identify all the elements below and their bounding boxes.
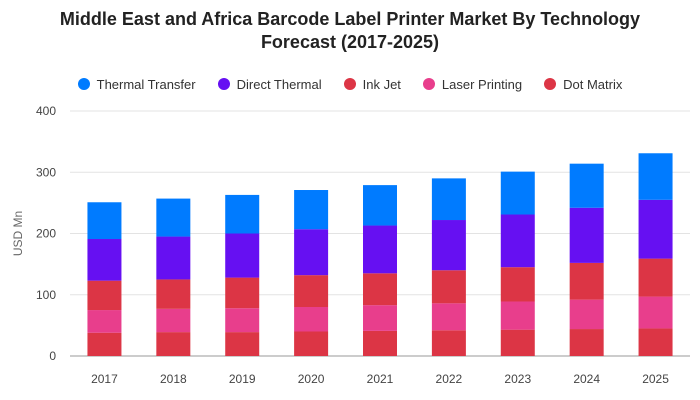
bar-segment bbox=[87, 332, 122, 356]
bar-segment bbox=[431, 220, 466, 271]
bar-segment bbox=[363, 305, 397, 331]
bar-segment bbox=[225, 308, 260, 333]
bar-segment bbox=[156, 236, 191, 280]
bar-segment bbox=[87, 202, 122, 240]
bar-segment bbox=[294, 229, 329, 276]
y-tick-label: 0 bbox=[49, 349, 56, 363]
bar-segment bbox=[431, 303, 466, 331]
x-tick-label: 2023 bbox=[504, 372, 531, 386]
bar-segment bbox=[363, 330, 397, 356]
x-tick-label: 2017 bbox=[91, 372, 118, 386]
legend-swatch-icon bbox=[77, 78, 90, 90]
bar-segment bbox=[638, 199, 673, 259]
bar-segment bbox=[638, 296, 673, 329]
bar-segment bbox=[294, 190, 329, 230]
legend-item: Laser Printing bbox=[422, 74, 523, 94]
bar-segment bbox=[156, 279, 191, 309]
chart-title-line-1: Middle East and Africa Barcode Label Pri… bbox=[59, 9, 641, 29]
x-tick-label: 2021 bbox=[367, 372, 394, 386]
x-tick-label: 2025 bbox=[642, 372, 669, 386]
bar-segment bbox=[87, 239, 122, 281]
x-tick-label: 2024 bbox=[573, 372, 600, 386]
chart-legend: Thermal Transfer Direct Thermal Ink Jet Las… bbox=[0, 74, 700, 94]
bar-segment bbox=[431, 330, 466, 356]
bar-segment bbox=[569, 163, 604, 208]
bar-segment bbox=[500, 329, 535, 356]
bar-segment bbox=[87, 310, 122, 333]
bar-segment bbox=[638, 258, 673, 297]
bar-segment bbox=[500, 171, 535, 215]
legend-swatch-icon bbox=[343, 78, 356, 90]
x-tick-label: 2020 bbox=[298, 372, 325, 386]
bar-segment bbox=[500, 214, 535, 268]
legend-swatch-icon bbox=[422, 78, 435, 90]
legend-item: Direct Thermal bbox=[217, 74, 322, 94]
y-tick-label: 200 bbox=[36, 227, 56, 241]
legend-item: Ink Jet bbox=[343, 74, 401, 94]
bar-segment bbox=[638, 153, 673, 200]
x-tick-label: 2022 bbox=[436, 372, 463, 386]
bar-segment bbox=[638, 328, 673, 356]
bar-segment bbox=[156, 198, 191, 237]
x-tick-label: 2018 bbox=[160, 372, 187, 386]
bar-segment bbox=[569, 262, 604, 300]
bar-segment bbox=[363, 273, 397, 306]
legend-label: Thermal Transfer bbox=[96, 76, 196, 92]
bar-segment bbox=[225, 277, 260, 309]
bar-segment bbox=[156, 308, 191, 333]
legend-label: Direct Thermal bbox=[236, 76, 322, 92]
bar-segment bbox=[156, 332, 191, 356]
legend-item: Dot Matrix bbox=[544, 74, 622, 94]
y-axis-title: USD Mn bbox=[11, 211, 25, 256]
legend-item: Thermal Transfer bbox=[77, 74, 196, 94]
legend-label: Dot Matrix bbox=[563, 76, 623, 92]
bar-segment bbox=[225, 194, 260, 234]
bar-segment bbox=[294, 275, 329, 307]
y-tick-label: 100 bbox=[36, 288, 56, 302]
bar-segment bbox=[225, 332, 260, 356]
y-tick-label: 300 bbox=[36, 165, 56, 179]
bar-segment bbox=[431, 270, 466, 304]
chart-title-line-2: Forecast (2017-2025) bbox=[260, 32, 440, 52]
bar-segment bbox=[500, 301, 535, 330]
x-tick-label: 2019 bbox=[229, 372, 256, 386]
chart-title: Middle East and Africa Barcode Label Pri… bbox=[0, 8, 700, 54]
bar-segment bbox=[294, 307, 329, 332]
bar-segment bbox=[225, 233, 260, 278]
legend-swatch-icon bbox=[217, 78, 230, 90]
bar-segment bbox=[431, 178, 466, 221]
legend-label: Laser Printing bbox=[441, 76, 523, 92]
bar-segment bbox=[87, 280, 122, 311]
bar-segment bbox=[500, 267, 535, 302]
legend-label: Ink Jet bbox=[362, 76, 401, 92]
bar-segment bbox=[363, 225, 397, 274]
bar-segment bbox=[569, 207, 604, 263]
y-tick-label: 400 bbox=[36, 104, 56, 118]
bar-segment bbox=[569, 329, 604, 356]
bar-segment bbox=[294, 331, 329, 356]
legend-swatch-icon bbox=[544, 78, 557, 90]
bar-segment bbox=[569, 299, 604, 330]
bar-segment bbox=[363, 185, 397, 226]
